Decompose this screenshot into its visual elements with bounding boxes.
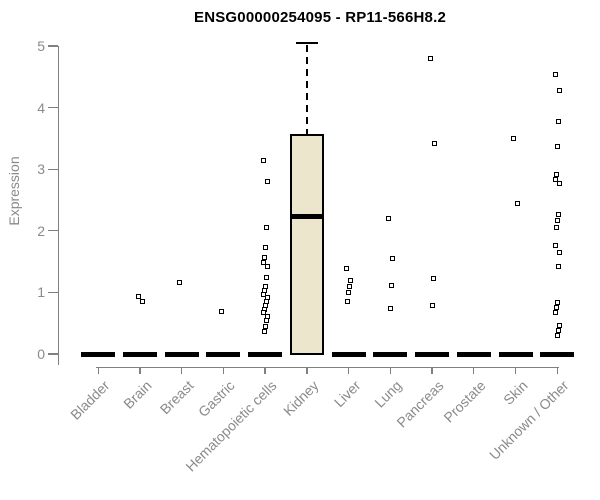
y-tick-label: 2 [37, 222, 45, 239]
x-axis-line [96, 366, 560, 368]
x-axis-tick [222, 366, 225, 374]
x-category-label: Unknown / Other [486, 377, 572, 463]
data-point [264, 264, 270, 270]
whisker-line [305, 44, 308, 135]
data-point [263, 224, 269, 230]
data-point [555, 264, 561, 270]
y-axis-tick [48, 106, 58, 109]
data-point [344, 266, 350, 272]
zero-expression-bar [456, 351, 491, 357]
x-axis-tick [139, 366, 141, 374]
y-tick-label: 0 [37, 346, 45, 362]
data-point [553, 304, 559, 310]
zero-expression-bar [123, 351, 158, 357]
data-point [135, 294, 141, 300]
zero-expression-bar [206, 351, 241, 357]
data-point [556, 323, 562, 329]
data-point [260, 158, 266, 164]
y-axis-tick [48, 168, 58, 170]
x-axis-tick [556, 366, 558, 374]
data-point [177, 280, 183, 286]
data-point [348, 277, 354, 283]
data-point [515, 200, 520, 206]
data-point [263, 274, 269, 280]
y-axis-label: Expression [6, 156, 22, 226]
data-point [431, 140, 437, 146]
x-axis-tick [431, 366, 433, 374]
y-tick-label: 1 [37, 284, 45, 301]
x-axis-tick [306, 366, 308, 374]
data-point [218, 308, 224, 314]
data-point [347, 283, 353, 289]
box-kidney [289, 134, 324, 356]
y-axis-tick [48, 45, 58, 47]
y-axis-tick [48, 230, 58, 232]
zero-expression-bar [540, 351, 575, 357]
whisker-cap [295, 41, 318, 45]
data-point [260, 259, 266, 265]
data-point [554, 333, 560, 339]
data-point [346, 289, 352, 295]
y-tick-label: 5 [37, 38, 45, 54]
data-point [554, 143, 560, 149]
data-point [345, 299, 351, 305]
data-point [387, 305, 393, 311]
x-axis-tick [347, 366, 350, 374]
data-point [554, 299, 560, 305]
data-point [511, 135, 516, 141]
zero-expression-bar [373, 351, 408, 357]
data-point [555, 119, 561, 125]
data-point [552, 243, 558, 249]
zero-expression-bar [164, 351, 199, 357]
data-point [262, 244, 268, 250]
data-point [552, 309, 558, 315]
data-point [388, 282, 394, 288]
x-axis-tick [181, 366, 183, 374]
y-axis-tick [48, 353, 58, 355]
data-point [552, 176, 558, 182]
data-point [389, 256, 395, 262]
zero-expression-bar [415, 351, 450, 357]
data-point [556, 181, 562, 187]
data-point [552, 72, 558, 78]
data-point [555, 328, 561, 334]
x-axis-tick [264, 366, 266, 374]
data-point [554, 218, 560, 224]
x-axis-tick [389, 366, 392, 374]
x-axis-tick [514, 366, 517, 374]
y-tick-label: 4 [37, 99, 45, 116]
chart-title: ENSG00000254095 - RP11-566H8.2 [193, 9, 446, 26]
data-point [553, 224, 559, 230]
zero-expression-bar [331, 351, 366, 357]
data-point [263, 317, 269, 323]
y-axis-line [57, 46, 59, 365]
data-point [556, 250, 562, 256]
y-axis-tick [48, 291, 58, 294]
x-axis-tick [473, 366, 475, 374]
zero-expression-bar [248, 351, 283, 357]
data-point [139, 299, 145, 305]
zero-expression-bar [81, 351, 116, 357]
data-point [556, 87, 562, 93]
y-tick-label: 3 [37, 161, 45, 178]
data-point [553, 171, 559, 177]
data-point [427, 55, 433, 61]
data-point [261, 328, 267, 334]
data-point [260, 291, 266, 297]
data-point [555, 212, 561, 218]
zero-expression-bar [498, 351, 533, 357]
x-axis-tick [97, 366, 99, 374]
data-point [385, 215, 391, 221]
median-line [289, 213, 324, 219]
data-point [429, 303, 435, 309]
data-point [430, 275, 436, 281]
data-point [264, 179, 270, 185]
data-point [260, 310, 266, 316]
